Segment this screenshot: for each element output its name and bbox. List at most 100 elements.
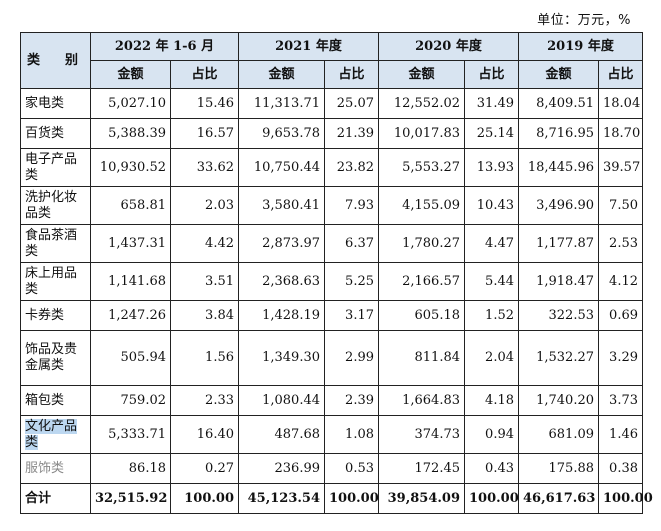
amount-cell: 605.18 — [378, 300, 465, 331]
ratio-cell: 15.46 — [170, 88, 239, 119]
ratio-cell: 7.93 — [324, 186, 379, 225]
ratio-cell: 10.43 — [464, 186, 519, 225]
amount-cell: 46,617.63 — [518, 483, 599, 514]
ratio-cell: 1.56 — [170, 330, 239, 386]
ratio-cell: 3.51 — [170, 262, 239, 301]
table-row: 服饰类 86.18 0.27 236.99 0.53 172.45 0.43 175.88 0.… — [20, 453, 643, 484]
category-text: 床上用品类 — [25, 265, 78, 297]
category-text: 文化产品类 — [25, 418, 78, 450]
header-amount: 金额 — [518, 60, 599, 89]
amount-cell: 658.81 — [90, 186, 171, 225]
ratio-cell: 2.33 — [170, 385, 239, 416]
table-row: 床上用品类 1,141.68 3.51 2,368.63 5.25 2,166.57 5.4… — [20, 262, 643, 301]
ratio-cell: 3.73 — [598, 385, 643, 416]
ratio-cell: 100.00 — [464, 483, 519, 514]
header-amount: 金额 — [238, 60, 325, 89]
header-category: 类 别 — [20, 32, 91, 89]
ratio-cell: 16.40 — [170, 415, 239, 454]
category-text: 卡券类 — [25, 307, 65, 323]
category-cell: 床上用品类 — [20, 262, 91, 301]
category-cell: 电子产品类 — [20, 148, 91, 187]
amount-cell: 10,750.44 — [238, 148, 325, 187]
ratio-cell: 6.37 — [324, 224, 379, 263]
header-row-periods: 类 别 2022 年 1-6 月 2021 年度 2020 年度 2019 年度 — [20, 32, 643, 89]
amount-cell: 1,349.30 — [238, 330, 325, 386]
category-text: 食品茶酒类 — [25, 227, 78, 259]
table-row: 箱包类 759.02 2.33 1,080.44 2.39 1,664.83 4.18 1,7… — [20, 385, 643, 416]
ratio-cell: 2.04 — [464, 330, 519, 386]
header-period: 2020 年度 — [378, 32, 519, 61]
category-cell: 卡券类 — [20, 300, 91, 331]
header-period: 2021 年度 — [238, 32, 379, 61]
category-cell: 食品茶酒类 — [20, 224, 91, 263]
category-text: 饰品及贵金属类 — [25, 342, 78, 373]
ratio-cell: 1.08 — [324, 415, 379, 454]
ratio-cell: 2.03 — [170, 186, 239, 225]
table-row: 食品茶酒类 1,437.31 4.42 2,873.97 6.37 1,780.27 4.4… — [20, 224, 643, 263]
category-text: 洗护化妆品类 — [25, 189, 78, 221]
category-text: 合计 — [25, 490, 52, 506]
amount-cell: 811.84 — [378, 330, 465, 386]
header-ratio: 占比 — [324, 60, 379, 89]
amount-cell: 1,437.31 — [90, 224, 171, 263]
amount-cell: 32,515.92 — [90, 483, 171, 514]
header-ratio: 占比 — [170, 60, 239, 89]
table-row: 家电类 5,027.10 15.46 11,313.71 25.07 12,552.02 3… — [20, 88, 643, 119]
ratio-cell: 23.82 — [324, 148, 379, 187]
amount-cell: 236.99 — [238, 453, 325, 484]
amount-cell: 8,409.51 — [518, 88, 599, 119]
ratio-cell: 100.00 — [324, 483, 379, 514]
total-row: 合计 32,515.92 100.00 45,123.54 100.00 39,854.0… — [20, 483, 653, 514]
category-text: 服饰类 — [25, 460, 65, 476]
amount-cell: 175.88 — [518, 453, 599, 484]
ratio-cell: 31.49 — [464, 88, 519, 119]
ratio-cell: 100.00 — [598, 483, 653, 514]
ratio-cell: 18.04 — [598, 88, 643, 119]
amount-cell: 487.68 — [238, 415, 325, 454]
amount-cell: 1,532.27 — [518, 330, 599, 386]
amount-cell: 18,445.96 — [518, 148, 599, 187]
table-row: 百货类 5,388.39 16.57 9,653.78 21.39 10,017.83 25… — [20, 118, 643, 149]
ratio-cell: 0.38 — [598, 453, 643, 484]
ratio-cell: 4.12 — [598, 262, 643, 301]
header-ratio: 占比 — [464, 60, 519, 89]
amount-cell: 10,930.52 — [90, 148, 171, 187]
table-row: 饰品及贵金属类 505.94 1.56 1,349.30 2.99 811.84 2.04 1… — [20, 330, 643, 386]
amount-cell: 10,017.83 — [378, 118, 465, 149]
category-text: 箱包类 — [25, 392, 65, 408]
category-cell: 服饰类 — [20, 453, 91, 484]
amount-cell: 1,247.26 — [90, 300, 171, 331]
ratio-cell: 4.47 — [464, 224, 519, 263]
category-cell: 家电类 — [20, 88, 91, 119]
amount-cell: 2,166.57 — [378, 262, 465, 301]
ratio-cell: 1.46 — [598, 415, 643, 454]
category-text: 电子产品类 — [25, 151, 78, 183]
amount-cell: 5,027.10 — [90, 88, 171, 119]
amount-cell: 1,428.19 — [238, 300, 325, 331]
category-text: 家电类 — [25, 95, 65, 111]
table-row: 文化产品类 5,333.71 16.40 487.68 1.08 374.73 0.94 68… — [20, 415, 643, 454]
ratio-cell: 25.07 — [324, 88, 379, 119]
header-ratio: 占比 — [598, 60, 643, 89]
ratio-cell: 4.18 — [464, 385, 519, 416]
header-amount: 金额 — [90, 60, 171, 89]
amount-cell: 1,740.20 — [518, 385, 599, 416]
total-label: 合计 — [20, 483, 91, 514]
amount-cell: 3,580.41 — [238, 186, 325, 225]
category-cell: 饰品及贵金属类 — [20, 330, 91, 386]
amount-cell: 45,123.54 — [238, 483, 325, 514]
amount-cell: 759.02 — [90, 385, 171, 416]
amount-cell: 1,141.68 — [90, 262, 171, 301]
amount-cell: 1,918.47 — [518, 262, 599, 301]
ratio-cell: 13.93 — [464, 148, 519, 187]
ratio-cell: 2.53 — [598, 224, 643, 263]
header-amount: 金额 — [378, 60, 465, 89]
header-period: 2022 年 1-6 月 — [90, 32, 239, 61]
amount-cell: 2,873.97 — [238, 224, 325, 263]
ratio-cell: 3.17 — [324, 300, 379, 331]
ratio-cell: 0.27 — [170, 453, 239, 484]
amount-cell: 9,653.78 — [238, 118, 325, 149]
amount-cell: 5,333.71 — [90, 415, 171, 454]
ratio-cell: 7.50 — [598, 186, 643, 225]
amount-cell: 1,664.83 — [378, 385, 465, 416]
